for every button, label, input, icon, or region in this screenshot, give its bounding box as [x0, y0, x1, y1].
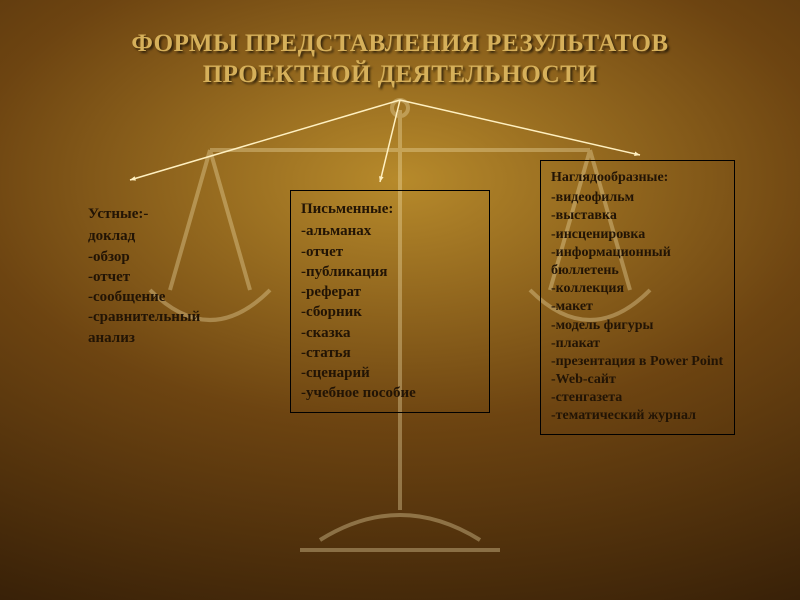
list-item: -модель фигуры	[551, 317, 724, 335]
list-item: -информационный бюллетень	[551, 244, 724, 280]
list-item: -тематический журнал	[551, 407, 724, 425]
list-item: -учебное пособие	[301, 383, 479, 403]
list-item: -сценарий	[301, 363, 479, 383]
list-item: -отчет	[301, 242, 479, 262]
column-heading: Наглядообразные:	[551, 169, 724, 187]
list-item: -видеофильм	[551, 189, 724, 207]
list-item: -отчет	[88, 267, 238, 287]
list-item: -стенгазета	[551, 389, 724, 407]
list-item: -статья	[301, 343, 479, 363]
column-visual: Наглядообразные: -видеофильм-выставка-инс…	[540, 160, 735, 435]
list-item: -выставка	[551, 207, 724, 225]
column-heading: Письменные:	[301, 199, 479, 219]
list-item: -альманах	[301, 221, 479, 241]
list-item: -сборник	[301, 302, 479, 322]
list-item: -реферат	[301, 282, 479, 302]
list-item: -обзор	[88, 247, 238, 267]
list-item: доклад	[88, 226, 238, 246]
list-item: -плакат	[551, 335, 724, 353]
list-item: -коллекция	[551, 280, 724, 298]
list-item: -сравнительный анализ	[88, 307, 238, 348]
list-item: -публикация	[301, 262, 479, 282]
list-item: -сказка	[301, 323, 479, 343]
slide-title: ФОРМЫ ПРЕДСТАВЛЕНИЯ РЕЗУЛЬТАТОВ ПРОЕКТНО…	[0, 28, 800, 91]
list-item: -сообщение	[88, 287, 238, 307]
list-item: -инсценировка	[551, 226, 724, 244]
title-line-1: ФОРМЫ ПРЕДСТАВЛЕНИЯ РЕЗУЛЬТАТОВ	[131, 30, 668, 57]
list-item: -макет	[551, 298, 724, 316]
list-item: -Web-сайт	[551, 371, 724, 389]
column-heading: Устные:-	[88, 204, 238, 224]
title-line-2: ПРОЕКТНОЙ ДЕЯТЕЛЬНОСТИ	[203, 61, 598, 88]
list-item: -презентация в Power Point	[551, 353, 724, 371]
column-oral: Устные:-доклад-обзор-отчет-сообщение-сра…	[78, 196, 248, 356]
column-written: Письменные:-альманах-отчет-публикация-ре…	[290, 190, 490, 413]
